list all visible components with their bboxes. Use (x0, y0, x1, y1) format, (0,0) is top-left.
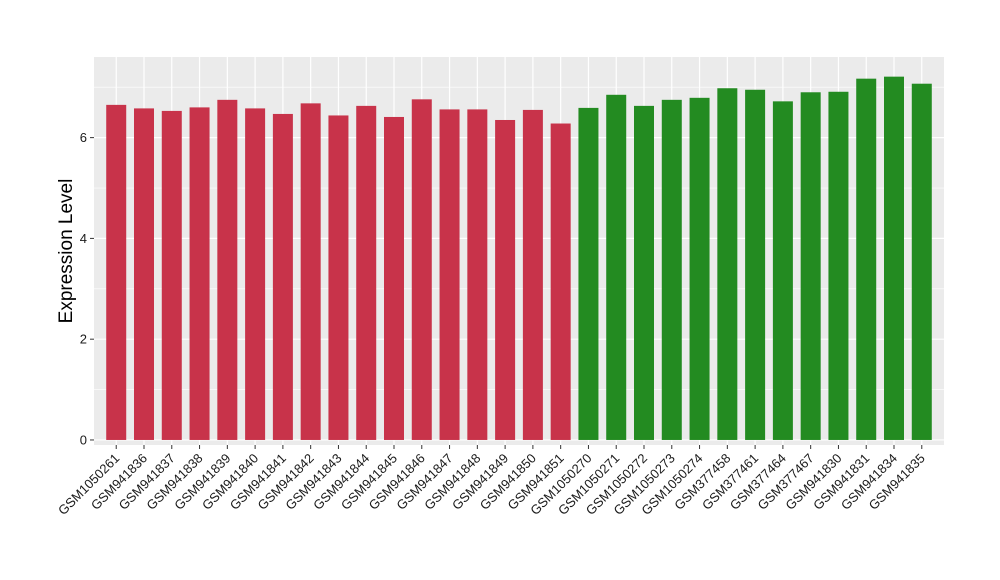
bar-GSM941850 (522, 109, 543, 440)
bar-GSM941845 (384, 116, 404, 440)
bar-GSM377467 (800, 92, 821, 440)
y-axis: 0 2 4 6 (80, 130, 94, 447)
bar-GSM941847 (439, 109, 460, 440)
bar-GSM1050272 (634, 105, 654, 440)
bar-GSM941842 (300, 103, 321, 440)
bar-GSM1050261 (106, 104, 127, 440)
bar-GSM1050270 (578, 107, 599, 440)
bar-GSM941838 (189, 107, 210, 440)
y-tick-label: 0 (80, 432, 87, 447)
y-tick-label: 2 (80, 332, 87, 347)
bar-GSM941837 (161, 110, 182, 440)
bar-GSM377464 (772, 101, 793, 440)
bar-GSM941831 (856, 78, 877, 440)
bar-GSM941836 (134, 108, 154, 440)
bar-GSM941848 (467, 109, 488, 440)
bar-GSM941843 (328, 115, 349, 440)
bar-GSM941840 (245, 108, 266, 440)
bar-GSM941830 (828, 91, 849, 440)
bars (106, 76, 932, 440)
bar-GSM941851 (550, 123, 571, 440)
bar-GSM941834 (884, 76, 904, 440)
bar-GSM377458 (717, 88, 738, 440)
bar-GSM941835 (911, 83, 932, 440)
bar-GSM1050273 (661, 99, 682, 440)
bar-GSM941844 (356, 105, 377, 440)
bar-GSM377461 (745, 89, 766, 440)
y-axis-title: Expression Level (56, 179, 77, 324)
x-axis: GSM1050261GSM941836GSM941837GSM941838GSM… (55, 445, 928, 518)
bar-GSM1050274 (689, 97, 710, 440)
y-tick-label: 4 (80, 231, 87, 246)
bar-GSM941849 (495, 119, 516, 440)
bar-GSM1050271 (606, 94, 627, 440)
bar-GSM941841 (272, 113, 293, 440)
y-tick-label: 6 (80, 130, 87, 145)
bar-GSM941846 (411, 99, 432, 440)
bar-GSM941839 (217, 99, 238, 440)
